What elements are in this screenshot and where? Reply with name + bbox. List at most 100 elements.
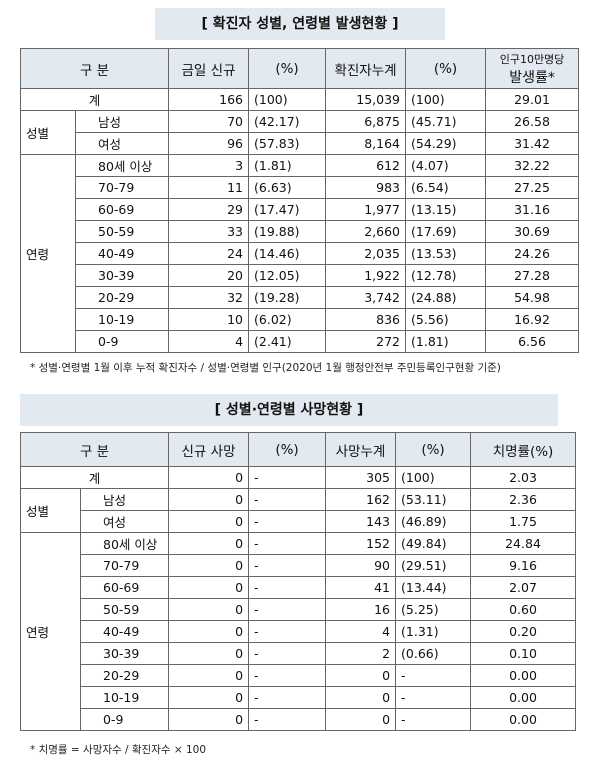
cell: 0.00 <box>470 708 577 731</box>
cell: (45.71) <box>405 110 487 133</box>
cell: (19.88) <box>248 220 327 243</box>
data-row: 50-59 33 (19.88) 2,660 (17.69) 30.69 <box>21 220 580 243</box>
group-label: 성별 <box>20 488 81 533</box>
header-cell: (%) <box>395 432 472 467</box>
cell: (6.02) <box>248 308 327 331</box>
cell: (17.47) <box>248 198 327 221</box>
cell: - <box>248 642 327 665</box>
cell: - <box>248 554 327 577</box>
data-row: 여성 0-143 (46.89) 1.75 <box>21 510 577 533</box>
cell: (6.63) <box>248 176 327 199</box>
cell: - <box>248 686 327 709</box>
footnote: * 성별·연령별 1월 이후 누적 확진자수 / 성별·연령별 인구(2020년… <box>30 362 501 374</box>
cell: 27.28 <box>485 264 580 287</box>
cell: 16 <box>325 598 397 621</box>
data-row: 10-19 10 (6.02) 836 (5.56) 16.92 <box>21 308 580 331</box>
footnote: * 치명률 = 사망자수 / 확진자수 × 100 <box>30 744 207 756</box>
total-row: 계 166 (100) 15,039 (100) 29.01 <box>19 88 580 111</box>
cell: 0 <box>325 686 397 709</box>
header-line: 발생률* <box>509 69 555 86</box>
cell: (5.25) <box>395 598 472 621</box>
cell: 54.98 <box>485 286 580 309</box>
row-label: 50-59 <box>74 220 170 243</box>
cell: (19.28) <box>248 286 327 309</box>
cell: 0.60 <box>470 598 577 621</box>
row-label: 40-49 <box>79 620 170 643</box>
cell: - <box>248 576 327 599</box>
cell: 0.00 <box>470 664 577 687</box>
cell: - <box>248 664 327 687</box>
header-line: 인구10만명당 <box>499 52 565 66</box>
row-label: 남성 <box>74 110 170 133</box>
row-label: 60-69 <box>74 198 170 221</box>
cell: 27.25 <box>485 176 580 199</box>
cell: 20 <box>168 264 250 287</box>
row-label: 70-79 <box>74 176 170 199</box>
cell: 32.22 <box>485 154 580 177</box>
cell: 29.01 <box>485 88 580 111</box>
cell: 2 <box>325 642 397 665</box>
header-cell: 사망누계 <box>325 432 397 467</box>
cell: 0 <box>168 620 250 643</box>
cell: 16.92 <box>485 308 580 331</box>
cell: - <box>248 620 327 643</box>
cell: (13.44) <box>395 576 472 599</box>
cell: (100) <box>395 466 472 489</box>
cell: (29.51) <box>395 554 472 577</box>
data-row: 40-49 0-4 (1.31) 0.20 <box>21 620 577 643</box>
cell: 26.58 <box>485 110 580 133</box>
cell: (53.11) <box>395 488 472 511</box>
cell: 24 <box>168 242 250 265</box>
cell: 272 <box>325 330 407 353</box>
cell: (14.46) <box>248 242 327 265</box>
cell: (42.17) <box>248 110 327 133</box>
data-row: 성별 남성 70 (42.17) 6,875 (45.71) 26.58 <box>20 110 580 155</box>
cell: 3 <box>168 154 250 177</box>
cell: (12.78) <box>405 264 487 287</box>
data-row: 20-29 0-0-0.00 <box>21 664 577 687</box>
data-row: 30-39 20 (12.05) 1,922 (12.78) 27.28 <box>21 264 580 287</box>
cell: (6.54) <box>405 176 487 199</box>
row-label: 계 <box>19 466 170 489</box>
cell: 11 <box>168 176 250 199</box>
header-row: 구 분 금일 신규 (%) 확진자누계 (%) 인구10만명당 발생률* <box>19 48 580 89</box>
cell: 0 <box>168 576 250 599</box>
cell: 1.75 <box>470 510 577 533</box>
row-label: 0-9 <box>79 708 170 731</box>
cell: (2.41) <box>248 330 327 353</box>
cell: (4.07) <box>405 154 487 177</box>
cell: 6.56 <box>485 330 580 353</box>
header-cell: (%) <box>248 48 327 89</box>
data-row: 10-19 0-0-0.00 <box>21 686 577 709</box>
cell: 0 <box>168 532 250 555</box>
cell: (12.05) <box>248 264 327 287</box>
header-cell: 구 분 <box>19 48 170 89</box>
data-row: 60-69 29 (17.47) 1,977 (13.15) 31.16 <box>21 198 580 221</box>
cell: 305 <box>325 466 397 489</box>
group-label: 연령 <box>20 154 76 353</box>
cell: (1.31) <box>395 620 472 643</box>
cell: 70 <box>168 110 250 133</box>
header-cell: 치명률(%) <box>470 432 577 467</box>
row-label: 0-9 <box>74 330 170 353</box>
table: 구 분 금일 신규 (%) 확진자누계 (%) 인구10만명당 발생률* 계 166 (100) 1… <box>19 48 580 353</box>
row-label: 30-39 <box>79 642 170 665</box>
group-label: 연령 <box>20 532 81 731</box>
cell: 2.36 <box>470 488 577 511</box>
cell: (17.69) <box>405 220 487 243</box>
header-cell: 신규 사망 <box>168 432 250 467</box>
cell: 836 <box>325 308 407 331</box>
data-row: 20-29 32 (19.28) 3,742 (24.88) 54.98 <box>21 286 580 309</box>
cell: (100) <box>248 88 327 111</box>
cell: 152 <box>325 532 397 555</box>
cell: 4 <box>168 330 250 353</box>
cell: - <box>395 664 472 687</box>
data-row: 60-69 0-41 (13.44) 2.07 <box>21 576 577 599</box>
cell: 90 <box>325 554 397 577</box>
row-label: 여성 <box>79 510 170 533</box>
cell: 29 <box>168 198 250 221</box>
header-row: 구 분 신규 사망 (%) 사망누계 (%) 치명률(%) <box>19 432 577 467</box>
cell: (13.15) <box>405 198 487 221</box>
cell: 10 <box>168 308 250 331</box>
